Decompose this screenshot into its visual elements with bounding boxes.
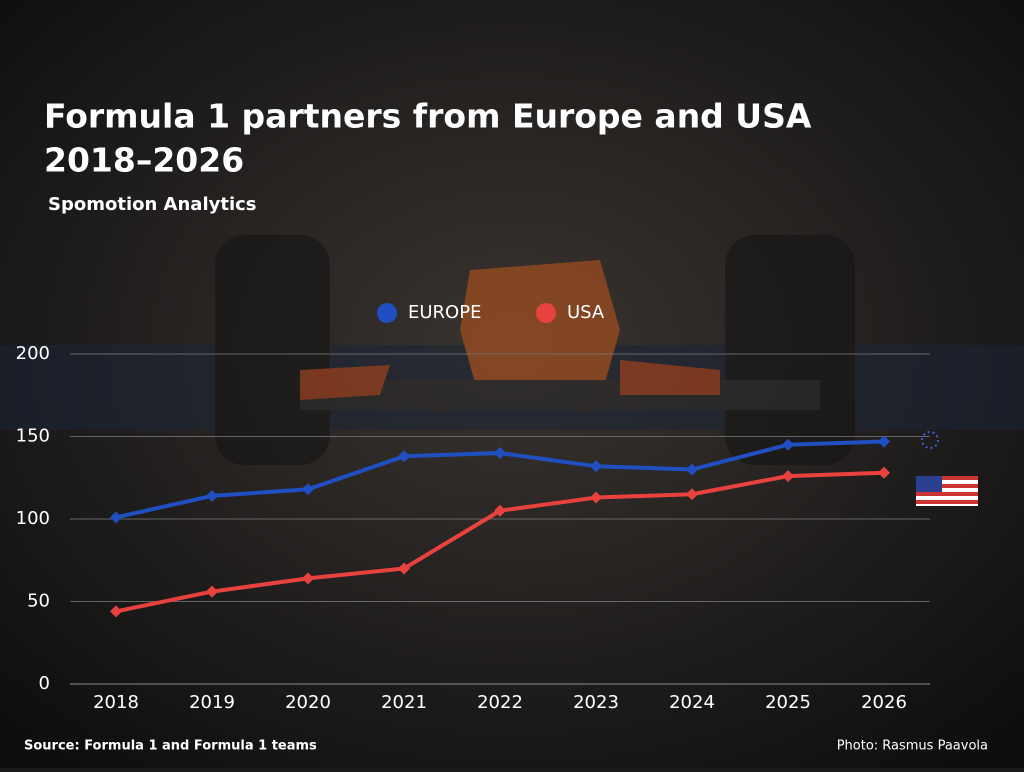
y-tick-label: 200 bbox=[16, 343, 50, 364]
data-point bbox=[686, 463, 698, 476]
data-point bbox=[782, 438, 794, 451]
x-tick-label: 2026 bbox=[861, 692, 907, 713]
data-point bbox=[878, 435, 890, 448]
photo-credit: Photo: Rasmus Paavola bbox=[837, 739, 988, 754]
x-tick-label: 2022 bbox=[477, 692, 523, 713]
eu-flag-icon bbox=[921, 431, 939, 449]
y-tick-label: 150 bbox=[16, 426, 50, 447]
chart-title: Formula 1 partners from Europe and USA bbox=[44, 97, 812, 136]
x-tick-label: 2020 bbox=[285, 692, 331, 713]
legend-label: USA bbox=[567, 302, 605, 323]
source: Source: Formula 1 and Formula 1 teams bbox=[24, 739, 317, 754]
legend-marker bbox=[377, 303, 397, 323]
data-point bbox=[302, 572, 314, 585]
x-tick-label: 2018 bbox=[93, 692, 139, 713]
legend-marker bbox=[536, 303, 556, 323]
x-tick-label: 2025 bbox=[765, 692, 811, 713]
background-photo bbox=[0, 235, 1024, 465]
x-tick-label: 2023 bbox=[573, 692, 619, 713]
data-point bbox=[782, 470, 794, 483]
data-point bbox=[302, 483, 314, 496]
data-point bbox=[398, 450, 410, 463]
y-tick-label: 0 bbox=[39, 673, 50, 694]
data-point bbox=[110, 605, 122, 618]
data-point bbox=[206, 489, 218, 502]
x-tick-label: 2021 bbox=[381, 692, 427, 713]
data-point bbox=[590, 460, 602, 473]
data-point bbox=[494, 447, 506, 459]
data-point bbox=[590, 491, 602, 504]
data-point bbox=[110, 511, 122, 524]
data-point bbox=[686, 488, 698, 501]
data-point bbox=[494, 504, 506, 517]
x-tick-label: 2024 bbox=[669, 692, 715, 713]
x-tick-label: 2019 bbox=[189, 692, 235, 713]
legend-label: EUROPE bbox=[408, 302, 481, 323]
data-point bbox=[206, 585, 218, 598]
chart-title: 2018–2026 bbox=[44, 141, 244, 180]
y-tick-label: 50 bbox=[27, 591, 50, 612]
y-tick-label: 100 bbox=[16, 508, 50, 529]
us-flag-icon bbox=[916, 476, 978, 506]
data-point bbox=[398, 562, 410, 575]
chart-subtitle: Spomotion Analytics bbox=[48, 194, 257, 215]
data-point bbox=[878, 466, 890, 479]
